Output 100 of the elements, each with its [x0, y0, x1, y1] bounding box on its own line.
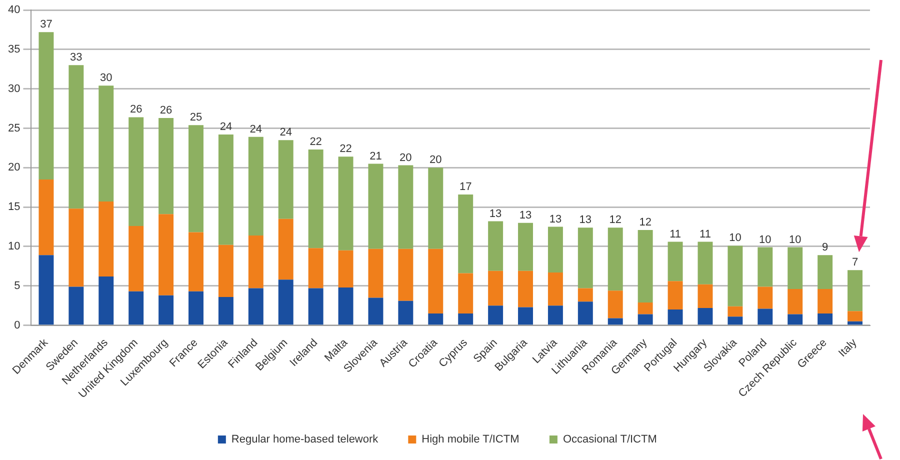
bar: [368, 298, 384, 325]
total-label: 20: [430, 154, 442, 166]
bar: [698, 308, 713, 325]
bar: [518, 307, 533, 325]
bar: [788, 314, 803, 325]
bar: [608, 318, 623, 325]
bar: [398, 165, 414, 249]
bar: [248, 136, 264, 236]
total-label: 37: [40, 18, 52, 31]
bar: [98, 276, 114, 325]
total-label: 22: [310, 136, 322, 148]
bar: [158, 295, 174, 325]
bar: [758, 308, 773, 325]
y-tick-label: 25: [8, 122, 20, 134]
bar: [578, 288, 593, 302]
bar: [68, 208, 84, 287]
total-label: 12: [639, 216, 652, 228]
total-label: 25: [190, 112, 202, 124]
bar: [308, 248, 324, 288]
y-tick-label: 20: [8, 162, 20, 174]
bar: [488, 221, 504, 271]
bar: [818, 314, 833, 325]
bar: [188, 291, 204, 325]
y-tick-label: 35: [8, 43, 20, 56]
bar: [218, 244, 234, 297]
bar: [308, 288, 324, 325]
y-tick-label: 10: [8, 240, 20, 253]
bar: [188, 232, 204, 292]
bar: [548, 226, 563, 273]
bar: [188, 125, 204, 232]
total-label: 26: [130, 104, 142, 116]
bar: [668, 281, 683, 310]
bar: [608, 290, 623, 318]
bar: [728, 306, 743, 317]
total-label: 12: [609, 214, 622, 226]
bar: [308, 150, 324, 248]
total-label: 10: [729, 232, 742, 244]
legend-label: Occasional T/ICTM: [562, 434, 657, 446]
bar: [338, 287, 354, 325]
total-label: 11: [700, 228, 711, 240]
bar: [848, 270, 863, 312]
bar: [488, 270, 504, 306]
total-label: 11: [670, 228, 681, 240]
total-label: 10: [788, 234, 802, 246]
total-label: 33: [70, 52, 82, 64]
bar: [698, 284, 713, 308]
bar: [578, 302, 593, 325]
bar: [68, 65, 84, 209]
bar: [38, 179, 54, 256]
bar: [548, 306, 563, 325]
bar: [638, 230, 653, 302]
bar: [578, 228, 593, 288]
bar: [848, 321, 863, 325]
y-tick-label: 30: [8, 82, 20, 95]
bar: [788, 247, 803, 290]
bar: [488, 306, 504, 325]
bar: [458, 273, 474, 314]
bar: [278, 280, 294, 325]
y-tick-label: 40: [8, 4, 20, 16]
total-label: 7: [852, 256, 858, 269]
bar: [128, 117, 144, 226]
bar: [638, 302, 653, 314]
y-tick-label: 5: [14, 280, 20, 292]
bar: [248, 288, 264, 325]
bar: [758, 247, 773, 287]
bar: [728, 316, 743, 325]
total-label: 10: [759, 234, 772, 246]
total-label: 26: [160, 104, 172, 117]
bar: [128, 226, 144, 292]
total-label: 13: [519, 209, 532, 222]
x-tick-label: Italy: [836, 336, 860, 360]
bar: [38, 32, 54, 180]
bar: [548, 272, 563, 306]
bar: [758, 286, 773, 309]
bar: [638, 314, 653, 325]
bar: [518, 222, 533, 271]
bar: [338, 156, 354, 250]
bar: [458, 194, 474, 274]
bar: [458, 314, 474, 325]
bar: [428, 168, 444, 249]
bar: [728, 246, 743, 306]
bar: [668, 310, 683, 325]
bar: [338, 250, 354, 288]
bar: [788, 289, 803, 314]
bar: [368, 164, 384, 249]
bar: [158, 214, 174, 296]
bar: [278, 140, 294, 219]
bar: [218, 296, 234, 325]
bar: [98, 86, 114, 202]
total-label: 24: [250, 123, 262, 136]
total-label: 22: [340, 143, 352, 156]
bar: [248, 235, 264, 288]
total-label: 21: [370, 150, 382, 162]
bar: [68, 286, 84, 325]
bar: [698, 242, 713, 284]
bar: [608, 228, 623, 291]
bar: [38, 255, 54, 325]
legend-label: High mobile T/ICTM: [422, 434, 520, 446]
total-label: 20: [400, 152, 412, 164]
total-label: 13: [579, 214, 592, 226]
